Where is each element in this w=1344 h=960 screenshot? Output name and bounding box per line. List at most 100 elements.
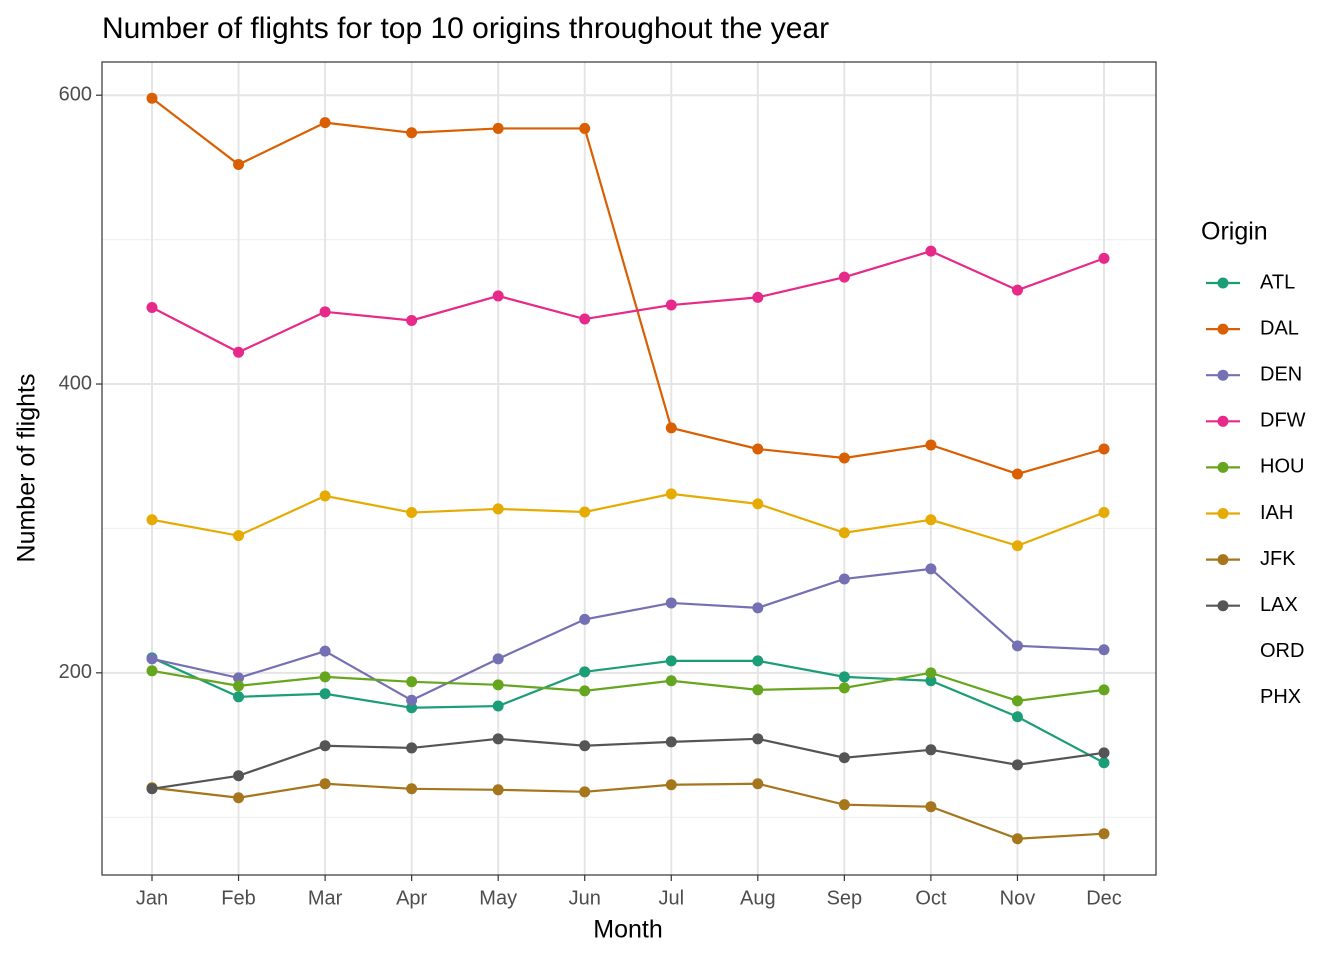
point [233,530,245,542]
series-line [151,669,1105,702]
point [579,613,591,625]
point [1098,507,1110,519]
point [752,778,764,790]
series-line [151,492,1105,547]
point [492,784,504,796]
legend-label: LAX [1260,594,1298,616]
x-axis-title: Month [593,916,662,944]
point [838,452,850,464]
x-tick-label: May [479,887,517,909]
point [233,691,245,703]
point [319,688,331,700]
x-tick-label: Nov [1000,887,1036,909]
point [146,653,158,665]
point [752,443,764,455]
point [925,675,937,687]
point [146,301,158,313]
point [1011,284,1023,296]
chart-title: Number of flights for top 10 origins thr… [102,12,829,45]
point [319,490,331,502]
point [406,783,418,795]
point [838,573,850,585]
point [752,291,764,303]
panel-border [101,61,1157,876]
point [838,271,850,283]
legend-key-point [1217,600,1229,612]
legend-label: DAL [1260,317,1299,339]
series-line [151,737,1105,790]
x-tick-label: Dec [1086,887,1122,909]
legend-key-point [1217,323,1229,335]
point [492,733,504,745]
point [925,667,937,679]
point [665,675,677,687]
legend-label: PHX [1260,686,1301,708]
point [319,117,331,129]
legend-label: DEN [1260,363,1302,385]
point [1011,759,1023,771]
point [146,92,158,104]
x-tick-label: Aug [740,887,776,909]
point [1098,828,1110,840]
legend-label: HOU [1260,456,1304,478]
point [1098,644,1110,656]
point [233,792,245,804]
series-line [151,656,1105,764]
point [1098,757,1110,769]
point [838,799,850,811]
y-tick-label: 600 [59,83,92,105]
x-tick-label: Apr [396,887,427,909]
point [579,506,591,518]
point [665,655,677,667]
point [838,527,850,539]
legend-label: IAH [1260,502,1293,524]
point [752,684,764,696]
point [1011,640,1023,652]
point [752,655,764,667]
point [1098,443,1110,455]
x-tick-label: Sep [827,887,863,909]
point [752,733,764,745]
y-tick-label: 200 [59,661,92,683]
point [925,439,937,451]
legend-label: JFK [1260,548,1296,570]
legend-label: DFW [1260,410,1306,432]
point [1098,747,1110,759]
point [665,736,677,748]
point [925,245,937,257]
point [319,778,331,790]
point [492,503,504,515]
point [1011,695,1023,707]
point [925,563,937,575]
point [406,314,418,326]
point [925,514,937,526]
point [925,801,937,813]
point [146,783,158,795]
point [1011,833,1023,845]
point [492,290,504,302]
series-line [151,97,1105,476]
point [1011,468,1023,480]
point [752,498,764,510]
x-tick-label: Jul [658,887,684,909]
point [406,507,418,519]
x-tick-label: Mar [308,887,343,909]
legend-title: Origin [1201,218,1268,246]
legend-key-point [1217,461,1229,473]
point [838,671,850,683]
point [579,313,591,325]
legend-label: ORD [1260,640,1304,662]
point [146,665,158,677]
point [319,740,331,752]
series-line [151,249,1105,354]
point [233,680,245,692]
point [838,682,850,694]
x-tick-label: Jun [569,887,601,909]
point [1098,252,1110,264]
point [838,752,850,764]
point [925,744,937,756]
legend-key-point [1217,554,1229,566]
legend-key-point [1217,277,1229,289]
legend-label: ATL [1260,271,1295,293]
